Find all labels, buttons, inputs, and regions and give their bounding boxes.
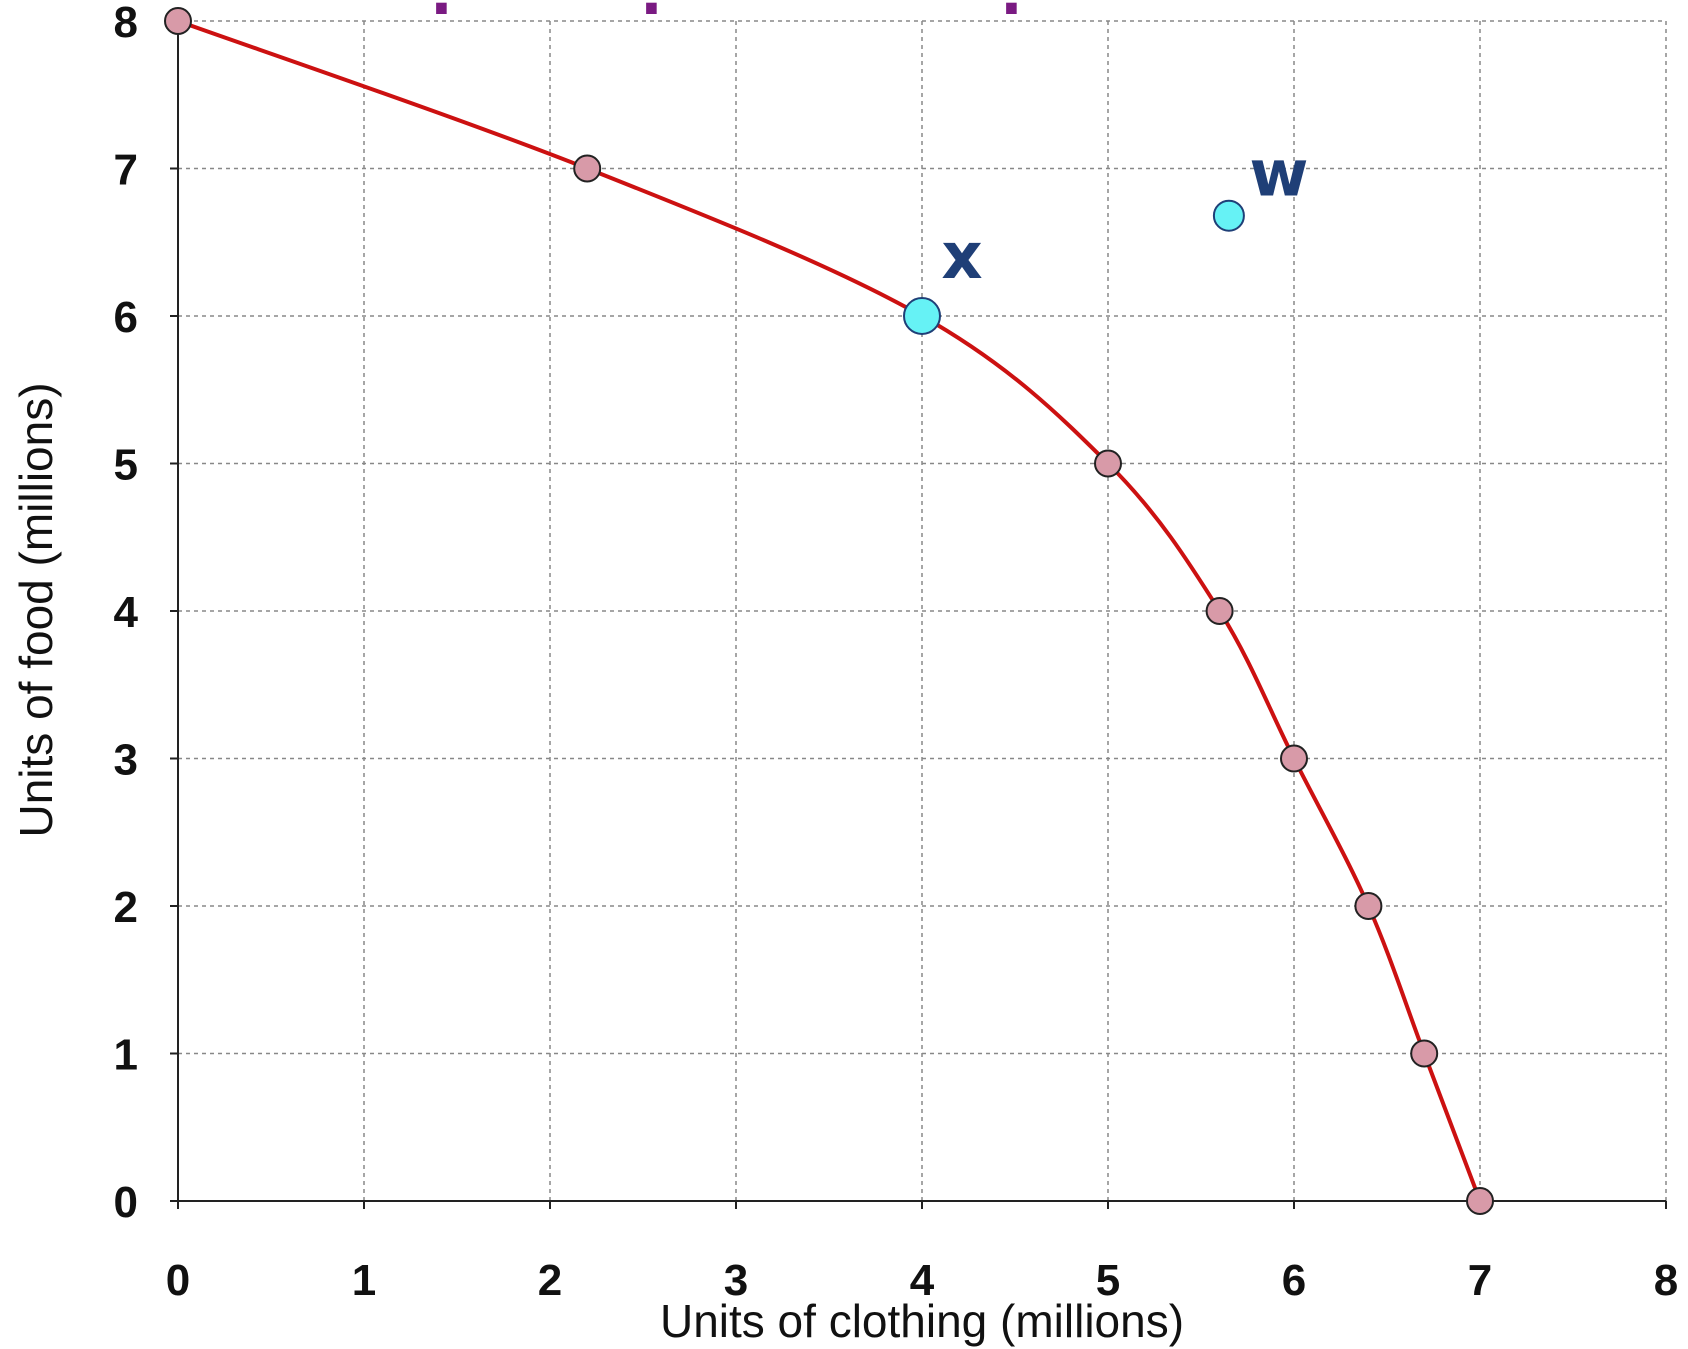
- y-tick-label: 6: [114, 293, 138, 342]
- y-tick-label: 2: [114, 883, 138, 932]
- highlight-points: xw: [903, 138, 1308, 335]
- data-point-marker: [1280, 744, 1308, 773]
- tick-labels: 0 1 2 3 4 5 6 7 8 0 1 2 3 4 5 6 7 8: [114, 0, 1679, 1305]
- data-point-marker: [1205, 597, 1234, 625]
- y-tick-label: 7: [114, 146, 138, 195]
- y-tick-label: 4: [114, 588, 139, 637]
- y-tick-label: 1: [114, 1031, 138, 1080]
- grid-lines: [178, 20, 1667, 1201]
- highlight-point-w: [1212, 199, 1245, 232]
- x-tick-label: 0: [166, 1256, 190, 1305]
- x-tick-label: 1: [352, 1256, 376, 1305]
- title-fragment: .: [640, 0, 663, 29]
- data-markers: [164, 7, 1494, 1215]
- x-tick-label: 8: [1654, 1256, 1678, 1305]
- highlight-point-x: [903, 297, 941, 335]
- x-axis-title: Units of clothing (millions): [660, 1295, 1184, 1347]
- y-tick-label: 3: [114, 736, 138, 785]
- y-tick-label: 5: [114, 441, 138, 490]
- x-tick-label: 5: [1096, 1256, 1120, 1305]
- title-fragment: .: [430, 0, 453, 29]
- cropped-title-fragments: . . .: [430, 0, 1023, 29]
- y-tick-label: 8: [114, 0, 138, 47]
- x-tick-label: 7: [1468, 1256, 1492, 1305]
- data-point-marker: [1354, 892, 1383, 920]
- x-tick-label: 3: [724, 1256, 748, 1305]
- data-point-marker: [1410, 1039, 1439, 1068]
- data-point-marker: [1466, 1187, 1494, 1215]
- x-tick-label: 6: [1282, 1256, 1306, 1305]
- data-point-marker: [164, 7, 192, 35]
- data-point-marker: [1094, 449, 1122, 478]
- point-label-x: x: [941, 220, 982, 294]
- x-tick-label: 4: [910, 1256, 935, 1305]
- data-point-marker: [573, 154, 602, 183]
- axes: [170, 20, 1667, 1209]
- y-tick-label: 0: [114, 1178, 138, 1227]
- point-label-w: w: [1249, 138, 1308, 212]
- x-tick-label: 2: [538, 1256, 562, 1305]
- title-fragment: .: [1000, 0, 1023, 29]
- y-axis-title: Units of food (millions): [10, 382, 62, 837]
